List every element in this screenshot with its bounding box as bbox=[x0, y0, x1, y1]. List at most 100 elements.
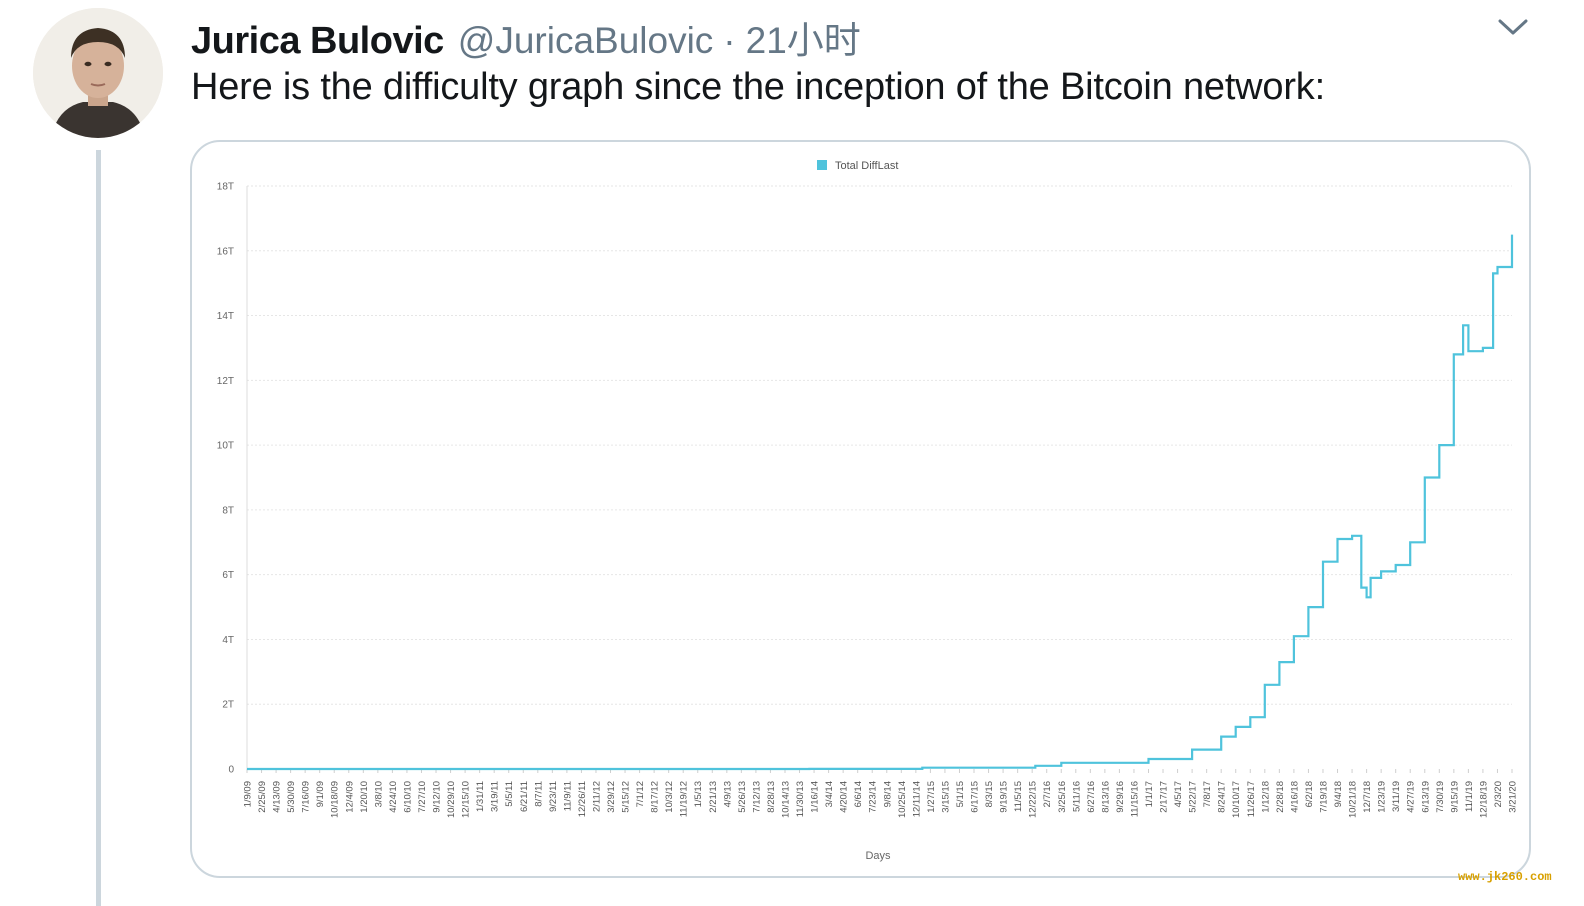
x-tick-label: 8/13/16 bbox=[1100, 781, 1111, 813]
chevron-down-icon[interactable] bbox=[1492, 12, 1534, 42]
x-tick-label: 5/22/17 bbox=[1188, 781, 1199, 813]
y-tick-label: 8T bbox=[222, 505, 234, 516]
x-tick-label: 5/1/15 bbox=[955, 781, 966, 807]
x-tick-label: 1/9/09 bbox=[243, 781, 254, 807]
x-tick-label: 12/11/14 bbox=[911, 781, 922, 817]
y-tick-label: 12T bbox=[217, 376, 234, 387]
y-tick-label: 14T bbox=[217, 311, 234, 322]
author-handle[interactable]: @JuricaBulovic bbox=[457, 20, 714, 61]
x-tick-label: 3/15/15 bbox=[940, 781, 951, 813]
x-tick-label: 2/25/09 bbox=[257, 781, 268, 813]
x-tick-label: 6/6/14 bbox=[853, 781, 864, 807]
x-tick-label: 12/7/18 bbox=[1362, 781, 1373, 813]
x-tick-label: 4/16/18 bbox=[1289, 781, 1300, 813]
x-tick-label: 4/13/09 bbox=[272, 781, 283, 813]
x-tick-label: 3/19/11 bbox=[490, 781, 501, 812]
x-tick-label: 7/8/17 bbox=[1202, 781, 1213, 807]
y-tick-label: 0 bbox=[228, 765, 234, 776]
x-tick-label: 1/27/15 bbox=[926, 781, 937, 813]
x-tick-label: 11/26/17 bbox=[1246, 781, 1257, 817]
thread-line bbox=[96, 150, 101, 906]
x-tick-label: 5/26/13 bbox=[737, 781, 748, 813]
x-tick-label: 1/16/14 bbox=[810, 781, 821, 813]
x-tick-label: 6/2/18 bbox=[1304, 781, 1315, 807]
difficulty-chart: 0 2T 4T 6T 8T 10T 12T 14T 16T 18T 1/9/09 2/25/09 4/1… bbox=[217, 160, 1519, 862]
x-tick-label: 10/10/17 bbox=[1231, 781, 1242, 818]
x-tick-label: 1/20/10 bbox=[359, 781, 370, 813]
x-tick-label: 10/3/12 bbox=[664, 781, 675, 813]
x-tick-label: 3/21/20 bbox=[1508, 781, 1519, 813]
legend-swatch bbox=[817, 160, 827, 170]
x-tick-label: 8/7/11 bbox=[533, 781, 544, 807]
x-tick-label: 12/15/10 bbox=[461, 781, 472, 818]
x-tick-label: 3/29/12 bbox=[606, 781, 617, 813]
x-tick-label: 1/31/11 bbox=[475, 781, 486, 812]
x-tick-label: 9/8/14 bbox=[882, 781, 893, 807]
x-tick-label: 8/24/17 bbox=[1217, 781, 1228, 813]
x-tick-label: 9/19/15 bbox=[999, 781, 1010, 813]
x-tick-label: 7/16/09 bbox=[301, 781, 312, 813]
x-tick-label: 7/23/14 bbox=[868, 781, 879, 813]
tweet-text: Here is the difficulty graph since the i… bbox=[191, 66, 1325, 108]
x-tick-label: 4/9/13 bbox=[722, 781, 733, 807]
x-tick-label: 11/19/12 bbox=[679, 781, 690, 817]
x-tick-label: 5/11/16 bbox=[1071, 781, 1082, 812]
x-tick-label: 11/15/16 bbox=[1129, 781, 1140, 817]
x-tick-label: 10/18/09 bbox=[330, 781, 341, 818]
x-tick-label: 6/10/10 bbox=[402, 781, 413, 813]
x-tick-label: 3/8/10 bbox=[373, 781, 384, 807]
x-tick-label: 10/14/13 bbox=[780, 781, 791, 818]
x-tick-label: 8/17/12 bbox=[650, 781, 661, 813]
x-tick-label: 9/1/09 bbox=[315, 781, 326, 807]
avatar-image bbox=[33, 8, 163, 138]
author-name[interactable]: Jurica Bulovic bbox=[191, 20, 444, 62]
x-tick-label: 1/23/19 bbox=[1377, 781, 1388, 813]
x-tick-label: 3/11/19 bbox=[1391, 781, 1402, 812]
avatar[interactable] bbox=[33, 8, 163, 138]
x-tick-label: 9/23/11 bbox=[548, 781, 559, 812]
x-tick-label: 6/27/16 bbox=[1086, 781, 1097, 813]
x-tick-label: 4/27/19 bbox=[1406, 781, 1417, 813]
x-tick-label: 6/13/19 bbox=[1420, 781, 1431, 813]
x-tick-label: 2/17/17 bbox=[1159, 781, 1170, 813]
x-tick-label: 4/5/17 bbox=[1173, 781, 1184, 807]
y-tick-label: 6T bbox=[222, 570, 234, 581]
y-tick-label: 10T bbox=[217, 441, 234, 452]
x-tick-label: 3/4/14 bbox=[824, 781, 835, 807]
x-tick-label: 7/19/18 bbox=[1318, 781, 1329, 813]
x-tick-label: 6/17/15 bbox=[970, 781, 981, 813]
x-tick-label: 3/25/16 bbox=[1057, 781, 1068, 813]
x-tick-label: 9/15/19 bbox=[1449, 781, 1460, 813]
x-tick-label: 1/1/17 bbox=[1144, 781, 1155, 807]
tweet-media-card[interactable]: 0 2T 4T 6T 8T 10T 12T 14T 16T 18T 1/9/09 2/25/09 4/1… bbox=[190, 140, 1531, 878]
x-tick-label: 5/30/09 bbox=[286, 781, 297, 813]
header-separator: · bbox=[723, 20, 736, 61]
x-tick-label: 11/5/15 bbox=[1013, 781, 1024, 812]
x-tick-label: 7/1/12 bbox=[635, 781, 646, 807]
x-tick-label: 4/20/14 bbox=[839, 781, 850, 813]
x-tick-label: 6/21/11 bbox=[519, 781, 530, 812]
x-tick-label: 10/21/18 bbox=[1348, 781, 1359, 818]
x-tick-label: 9/4/18 bbox=[1333, 781, 1344, 807]
x-tick-label: 4/24/10 bbox=[388, 781, 399, 813]
x-tick-label: 5/15/12 bbox=[621, 781, 632, 813]
x-tick-label: 12/18/19 bbox=[1478, 781, 1489, 818]
x-tick-label: 1/5/13 bbox=[693, 781, 704, 807]
y-tick-label: 18T bbox=[217, 182, 234, 193]
x-tick-label: 2/28/18 bbox=[1275, 781, 1286, 813]
x-tick-label: 8/28/13 bbox=[766, 781, 777, 813]
x-tick-label: 11/30/13 bbox=[795, 781, 806, 817]
legend-label: Total DiffLast bbox=[835, 160, 898, 172]
series-line-total-difflast bbox=[247, 234, 1514, 771]
x-tick-label: 2/21/13 bbox=[708, 781, 719, 813]
x-tick-label: 10/29/10 bbox=[446, 781, 457, 818]
tweet-timestamp[interactable]: 21小时 bbox=[745, 20, 861, 61]
x-tick-label: 12/22/15 bbox=[1028, 781, 1039, 818]
x-tick-label: 8/3/15 bbox=[984, 781, 995, 807]
x-tick-label: 10/25/14 bbox=[897, 781, 908, 818]
x-tick-label: 2/11/12 bbox=[591, 781, 602, 812]
x-tick-label: 7/30/19 bbox=[1435, 781, 1446, 813]
x-tick-label: 12/26/11 bbox=[577, 781, 588, 817]
y-tick-label: 16T bbox=[217, 246, 234, 257]
x-tick-label: 2/3/20 bbox=[1493, 781, 1504, 807]
